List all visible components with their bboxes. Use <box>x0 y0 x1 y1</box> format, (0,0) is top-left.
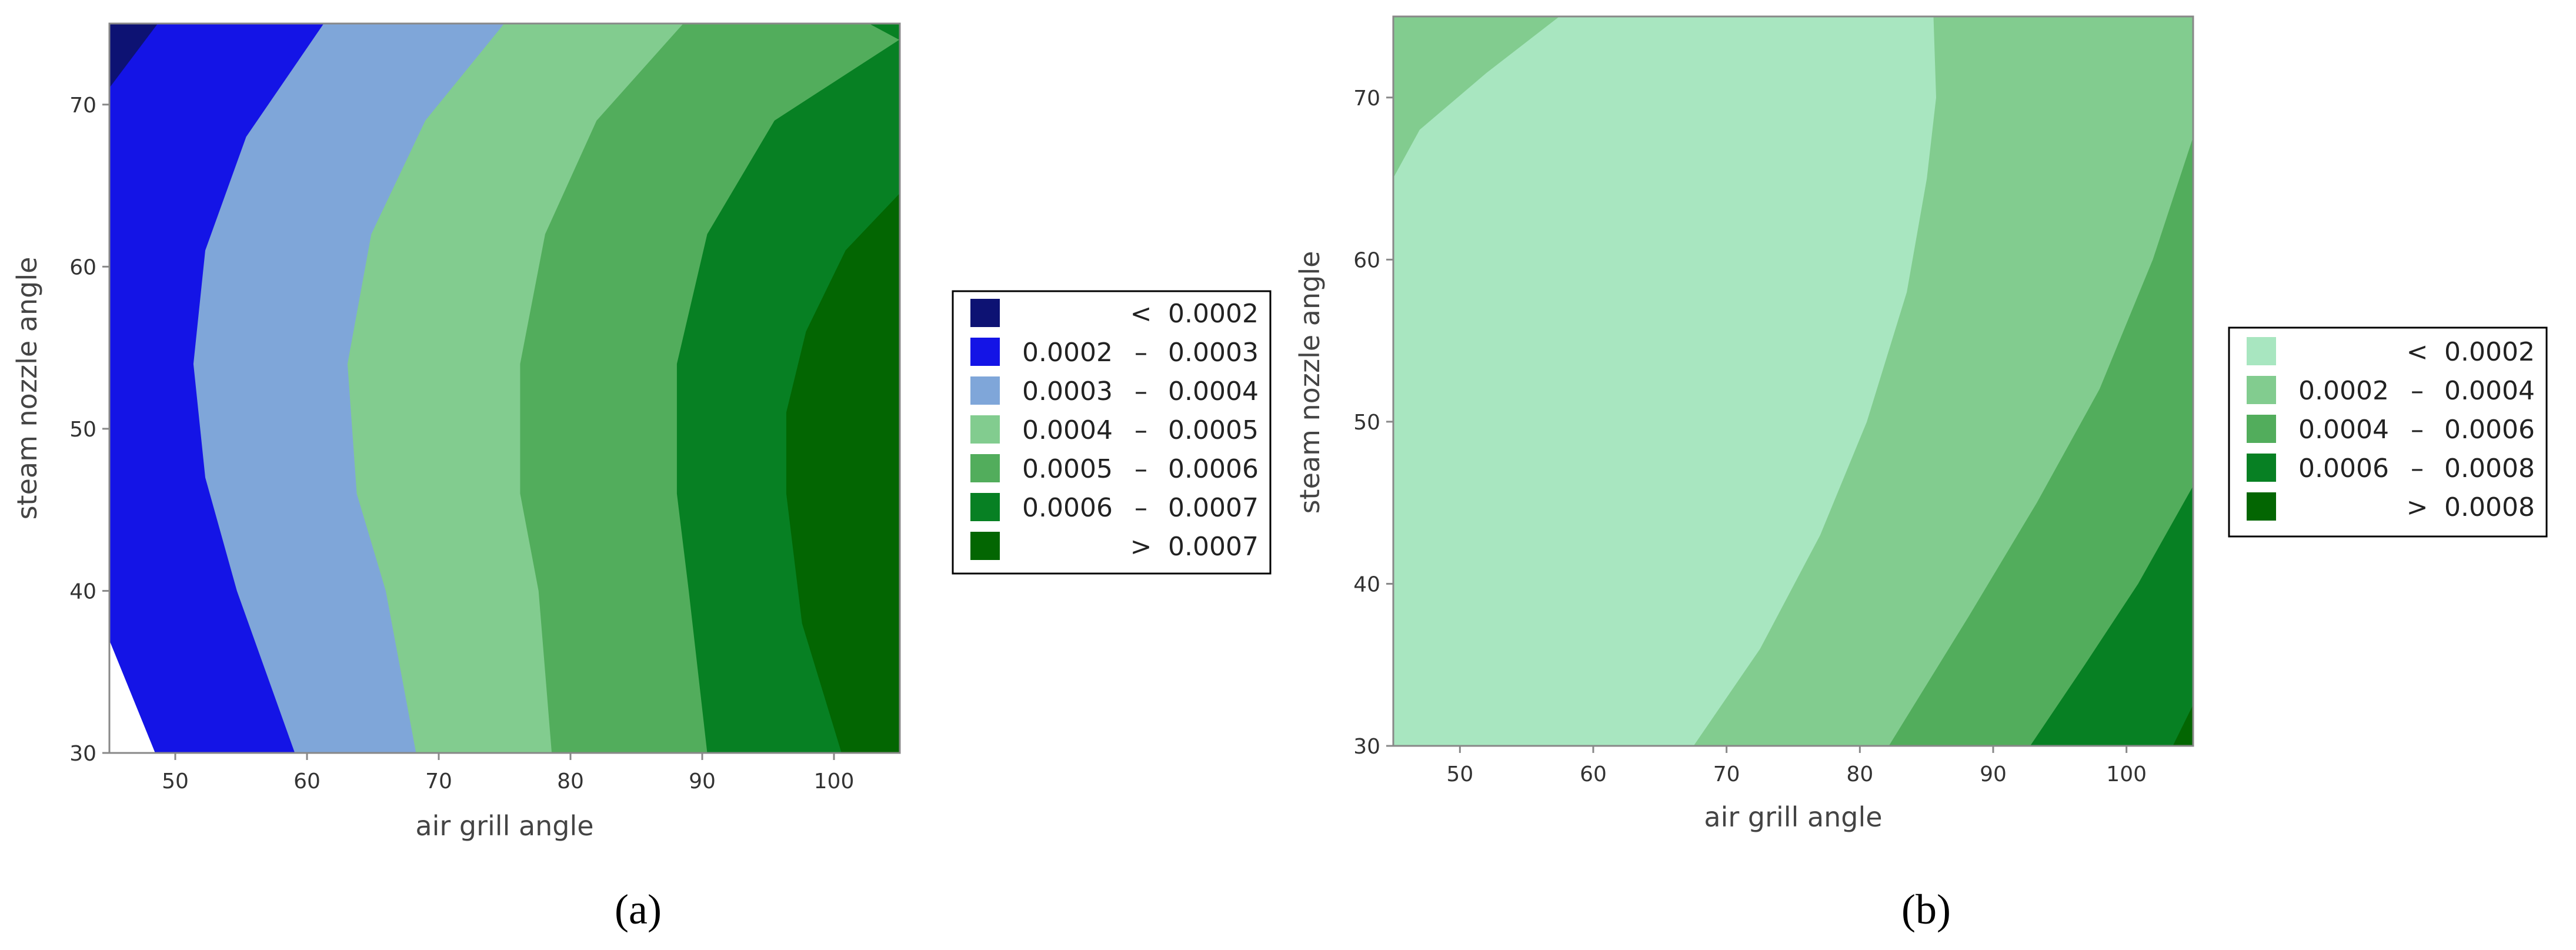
chart-b: 50 60 70 80 90 100 30 40 50 60 70 air grill angle… <box>1294 15 2548 933</box>
chart-b-legend-op-4: > <box>2407 492 2428 522</box>
chart-a-x-tick-label-0: 50 <box>162 769 189 794</box>
chart-b-x-ticks: 50 60 70 80 90 100 <box>1446 746 2147 786</box>
chart-b-legend-high-2: 0.0006 <box>2444 415 2535 445</box>
chart-a-legend-op-1: – <box>1134 338 1147 368</box>
chart-a-x-tick-label-5: 100 <box>814 769 855 794</box>
chart-a-legend-swatch-4 <box>970 454 1000 482</box>
chart-b-panel-label: (b) <box>1901 886 1951 933</box>
chart-a-legend-high-6: 0.0007 <box>1168 532 1259 562</box>
chart-b-legend-box <box>2228 326 2548 538</box>
chart-a-x-ticks: 50 60 70 80 90 100 <box>162 753 854 794</box>
chart-a-legend-swatch-0 <box>970 299 1000 327</box>
chart-b-legend-swatch-0 <box>2247 337 2276 365</box>
chart-b-frame <box>1392 15 2194 747</box>
chart-a-x-tick-label-4: 90 <box>689 769 716 794</box>
chart-b-legend-op-2: – <box>2411 415 2424 445</box>
chart-a: 50 60 70 80 90 100 30 40 50 60 70 air grill angle… <box>11 22 1272 933</box>
chart-b-x-tick-label-5: 100 <box>2106 762 2147 786</box>
chart-a-legend: <0.00020.0002–0.00030.0003–0.00040.0004–… <box>952 290 1272 575</box>
chart-b-legend-swatch-2 <box>2247 415 2276 443</box>
chart-a-legend-box <box>952 290 1272 575</box>
chart-b-legend-high-4: 0.0008 <box>2444 492 2535 522</box>
chart-a-legend-op-3: – <box>1134 415 1147 445</box>
chart-a-y-tick-label-1: 40 <box>69 579 96 604</box>
chart-a-frame <box>108 22 901 754</box>
chart-a-legend-low-2: 0.0003 <box>1022 376 1113 406</box>
chart-b-y-axis-label: steam nozzle angle <box>1294 251 1326 514</box>
chart-b-y-tick-label-2: 50 <box>1353 411 1380 435</box>
chart-a-x-tick-label-1: 60 <box>293 769 321 794</box>
chart-b-legend-op-3: – <box>2411 454 2424 484</box>
chart-a-y-tick-label-3: 60 <box>69 255 96 279</box>
chart-b-legend-swatch-1 <box>2247 376 2276 404</box>
chart-a-legend-high-4: 0.0006 <box>1168 454 1259 484</box>
chart-b-legend-low-3: 0.0006 <box>2298 454 2389 484</box>
chart-a-legend-op-4: – <box>1134 454 1147 484</box>
chart-a-legend-high-0: 0.0002 <box>1168 299 1259 329</box>
chart-b-x-axis-label: air grill angle <box>1704 801 1882 833</box>
chart-a-legend-swatch-5 <box>970 493 1000 521</box>
chart-b-legend-swatch-4 <box>2247 492 2276 521</box>
chart-b-legend-op-0: < <box>2407 337 2428 367</box>
chart-a-legend-op-0: < <box>1130 299 1152 329</box>
chart-a-legend-op-5: – <box>1134 493 1147 523</box>
chart-a-y-ticks: 30 40 50 60 70 <box>69 94 109 766</box>
chart-a-y-axis-label: steam nozzle angle <box>11 257 43 520</box>
chart-a-legend-swatch-2 <box>970 376 1000 405</box>
chart-a-legend-op-2: – <box>1134 376 1147 406</box>
chart-a-plot-area <box>109 23 900 754</box>
chart-a-legend-swatch-6 <box>970 532 1000 560</box>
chart-b-y-tick-label-3: 60 <box>1353 248 1380 272</box>
chart-a-y-tick-label-4: 70 <box>69 94 96 118</box>
chart-a-x-tick-label-2: 70 <box>425 769 452 794</box>
chart-b-y-ticks: 30 40 50 60 70 <box>1353 86 1393 759</box>
chart-b-plot-area <box>1393 16 2194 746</box>
chart-a-legend-swatch-1 <box>970 338 1000 366</box>
chart-b-legend-high-3: 0.0008 <box>2444 454 2535 484</box>
chart-a-legend-low-4: 0.0005 <box>1022 454 1113 484</box>
chart-a-legend-high-2: 0.0004 <box>1168 376 1259 406</box>
chart-b-y-tick-label-4: 70 <box>1353 86 1380 111</box>
chart-a-panel-label: (a) <box>615 886 662 933</box>
chart-b-x-tick-label-2: 70 <box>1713 762 1740 786</box>
chart-b-x-tick-label-0: 50 <box>1446 762 1473 786</box>
chart-a-x-tick-label-3: 80 <box>557 769 584 794</box>
chart-a-legend-high-5: 0.0007 <box>1168 493 1259 523</box>
chart-b-y-tick-label-1: 40 <box>1353 572 1380 596</box>
chart-a-legend-op-6: > <box>1130 532 1152 562</box>
chart-b-y-tick-label-0: 30 <box>1353 735 1380 759</box>
chart-a-legend-swatch-3 <box>970 415 1000 444</box>
chart-b-legend-high-1: 0.0004 <box>2444 376 2535 406</box>
chart-b-x-tick-label-1: 60 <box>1580 762 1607 786</box>
chart-b-legend-high-0: 0.0002 <box>2444 337 2535 367</box>
chart-a-legend-low-1: 0.0002 <box>1022 338 1113 368</box>
chart-b-legend-swatch-3 <box>2247 454 2276 482</box>
chart-b-legend: <0.00020.0002–0.00040.0004–0.00060.0006–… <box>2228 326 2548 538</box>
chart-a-legend-high-3: 0.0005 <box>1168 415 1259 445</box>
chart-a-y-tick-label-2: 50 <box>69 418 96 442</box>
chart-a-legend-low-3: 0.0004 <box>1022 415 1113 445</box>
chart-b-x-tick-label-4: 90 <box>1980 762 2007 786</box>
chart-b-legend-low-1: 0.0002 <box>2298 376 2389 406</box>
chart-b-legend-op-1: – <box>2411 376 2424 406</box>
chart-a-legend-low-5: 0.0006 <box>1022 493 1113 523</box>
chart-b-contour-region-1 <box>1393 16 1937 746</box>
chart-a-y-tick-label-0: 30 <box>69 742 96 766</box>
chart-b-legend-low-2: 0.0004 <box>2298 415 2389 445</box>
chart-b-x-tick-label-3: 80 <box>1846 762 1873 786</box>
chart-a-x-axis-label: air grill angle <box>415 810 593 842</box>
chart-a-legend-high-1: 0.0003 <box>1168 338 1259 368</box>
